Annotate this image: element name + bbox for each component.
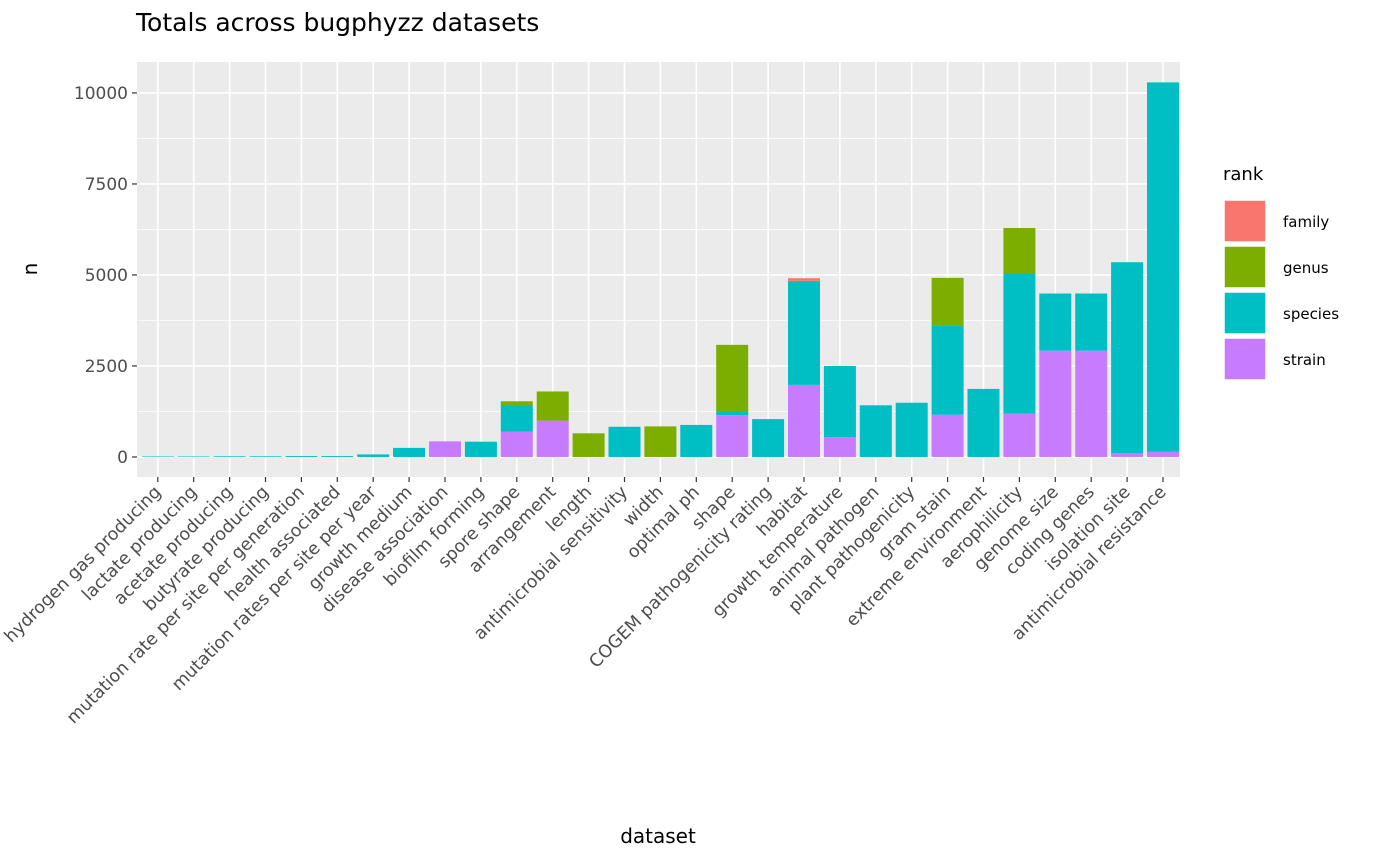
bar-segment-species <box>393 447 426 457</box>
bar-segment-strain <box>1003 413 1036 457</box>
bar-segment-strain <box>716 415 749 457</box>
bar-segment-species <box>1039 293 1072 351</box>
bar-segment-strain <box>1147 451 1179 457</box>
bar-segment-strain <box>500 431 533 457</box>
bar-segment-genus <box>716 344 749 412</box>
legend-label-strain: strain <box>1283 351 1326 369</box>
bar-segment-strain <box>429 441 461 457</box>
bar-segment-species <box>967 388 1000 457</box>
bar-segment-species <box>177 456 210 457</box>
y-axis-title: n <box>18 263 42 276</box>
bar-segment-species <box>213 456 246 457</box>
y-tick-label: 10000 <box>74 84 128 104</box>
bars <box>141 82 1179 457</box>
bar-segment-genus <box>788 280 820 282</box>
bar-segment-species <box>859 405 892 457</box>
bar-segment-species <box>249 456 282 457</box>
bar-segment-species <box>285 456 318 457</box>
legend-label-family: family <box>1283 213 1329 231</box>
bar-segment-genus <box>572 433 605 457</box>
legend-key-genus <box>1223 245 1267 289</box>
y-tick-label: 5000 <box>85 266 128 286</box>
legend-key-strain <box>1223 337 1267 381</box>
legend-key-family <box>1223 199 1267 243</box>
bar-segment-strain <box>788 384 820 457</box>
bar-segment-species <box>680 424 713 457</box>
bar-segment-species <box>752 419 785 457</box>
bar-segment-strain <box>1039 350 1072 457</box>
bar-segment-species <box>1075 293 1108 351</box>
bar-segment-species <box>1147 82 1179 452</box>
y-tick-label: 2500 <box>85 357 128 377</box>
bar-segment-species <box>500 406 533 432</box>
bar-segment-species <box>931 325 964 415</box>
bar-segment-genus <box>644 426 677 457</box>
legend-title: rank <box>1223 164 1264 185</box>
bar-segment-species <box>141 456 174 457</box>
bar-segment-species <box>608 426 641 457</box>
bar-segment-strain <box>931 414 964 457</box>
bar-segment-species <box>464 441 497 457</box>
bar-segment-strain <box>1075 350 1108 457</box>
bar-segment-species <box>895 402 928 457</box>
bar-segment-genus <box>1003 228 1036 274</box>
x-axis-title: dataset <box>620 824 696 848</box>
bar-segment-genus <box>536 391 569 421</box>
bar-segment-species <box>716 411 749 416</box>
bar-segment-species <box>1111 262 1144 454</box>
bar-segment-species <box>1003 273 1036 414</box>
y-axis: 0 2500 5000 7500 10000 <box>74 84 137 468</box>
y-tick-label: 0 <box>117 448 128 468</box>
y-tick-label: 7500 <box>85 175 128 195</box>
legend-key-species <box>1223 291 1267 335</box>
bar-segment-family <box>788 278 820 281</box>
legend-label-genus: genus <box>1283 259 1329 277</box>
bar-segment-genus <box>500 401 533 407</box>
legend-label-species: species <box>1283 305 1339 323</box>
bar-segment-species <box>788 281 820 385</box>
bar-segment-strain <box>1111 453 1144 457</box>
bar-segment-species <box>357 454 390 457</box>
bar-segment-strain <box>823 437 856 457</box>
chart-title: Totals across bugphyzz datasets <box>136 8 540 37</box>
bar-segment-species <box>823 365 856 438</box>
bar-segment-species <box>321 456 354 457</box>
legend: rank family genus species strain <box>1223 164 1339 381</box>
bar-segment-strain <box>536 420 569 457</box>
bar-segment-genus <box>931 277 964 326</box>
